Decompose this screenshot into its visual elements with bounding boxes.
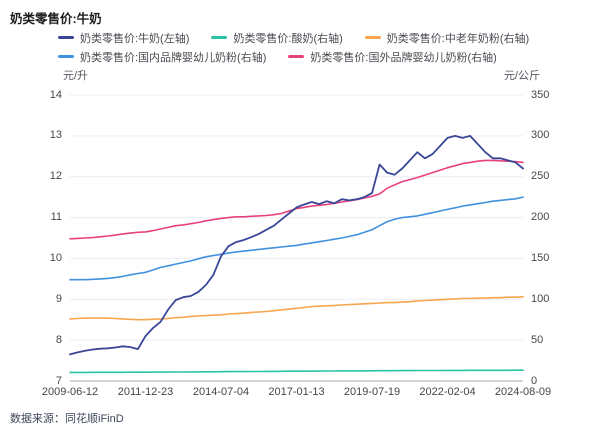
series-line-3[interactable] (69, 196, 524, 281)
legend-swatch-icon (364, 36, 381, 39)
right-axis-tick-2: 250 (531, 170, 550, 183)
left-axis-tick-6: 8 (55, 333, 62, 346)
legend: 奶类零售价:牛奶(左轴) 奶类零售价:酸奶(右轴) 奶类零售价:中老年奶粉(右轴) 奶… (58, 28, 578, 66)
legend-label: 奶类零售价:国内品牌婴幼儿奶粉(右轴) (80, 51, 267, 64)
right-axis-tick-3: 200 (531, 211, 550, 224)
series-line-4[interactable] (69, 159, 524, 240)
x-axis-tick-1: 2011-12-23 (117, 386, 174, 398)
legend-row-1: 奶类零售价:国内品牌婴幼儿奶粉(右轴) 奶类零售价:国外品牌婴幼儿奶粉(右轴) (58, 47, 578, 66)
left-axis-tick-7: 7 (55, 374, 62, 387)
left-axis-unit: 元/升 (63, 70, 89, 82)
right-axis-tick-6: 50 (531, 333, 544, 346)
legend-swatch-icon (58, 36, 74, 39)
series-line-1[interactable] (69, 369, 524, 374)
x-axis-tick-2: 2014-07-04 (192, 386, 250, 398)
legend-item-3[interactable]: 奶类零售价:国内品牌婴幼儿奶粉(右轴) (58, 49, 266, 65)
right-axis-tick-7: 0 (531, 374, 538, 387)
series-line-2[interactable] (69, 295, 524, 321)
legend-label: 奶类零售价:国外品牌婴幼儿奶粉(右轴) (310, 51, 497, 64)
left-axis-tick-0: 14 (49, 88, 62, 101)
legend-item-4[interactable]: 奶类零售价:国外品牌婴幼儿奶粉(右轴) (288, 49, 497, 65)
left-axis-tick-1: 13 (49, 129, 62, 142)
data-source: 数据来源：同花顺iFinD (10, 413, 124, 425)
x-axis-tick-3: 2017-01-13 (268, 386, 325, 398)
legend-swatch-icon (58, 55, 74, 58)
legend-label: 奶类零售价:酸奶(右轴) (233, 32, 343, 45)
x-axis-tick-6: 2024-08-09 (494, 386, 552, 398)
x-axis-tick-5: 2022-02-04 (419, 386, 476, 398)
chart-title: 奶类零售价:牛奶 (10, 12, 102, 26)
right-axis-tick-0: 350 (531, 88, 550, 101)
legend-item-1[interactable]: 奶类零售价:酸奶(右轴) (211, 30, 343, 46)
legend-swatch-icon (211, 36, 228, 39)
left-axis-tick-5: 9 (55, 292, 62, 305)
legend-label: 奶类零售价:中老年奶粉(右轴) (386, 32, 530, 45)
legend-label: 奶类零售价:牛奶(左轴) (80, 32, 190, 45)
right-axis-tick-1: 300 (531, 129, 550, 142)
legend-swatch-icon (288, 55, 305, 58)
legend-item-0[interactable]: 奶类零售价:牛奶(左轴) (58, 30, 189, 46)
left-axis-tick-3: 11 (50, 211, 62, 224)
left-axis-tick-2: 12 (49, 170, 62, 183)
series-line-0[interactable] (69, 134, 524, 356)
legend-item-2[interactable]: 奶类零售价:中老年奶粉(右轴) (364, 30, 530, 46)
right-axis-tick-5: 100 (531, 292, 550, 305)
right-axis-unit: 元/公斤 (503, 70, 540, 82)
right-axis-tick-4: 150 (531, 251, 550, 264)
x-axis-tick-0: 2009-06-12 (41, 386, 99, 398)
legend-row-0: 奶类零售价:牛奶(左轴) 奶类零售价:酸奶(右轴) 奶类零售价:中老年奶粉(右轴) (58, 28, 578, 47)
x-axis-tick-4: 2019-07-19 (343, 386, 401, 398)
left-axis-tick-4: 10 (49, 251, 62, 264)
